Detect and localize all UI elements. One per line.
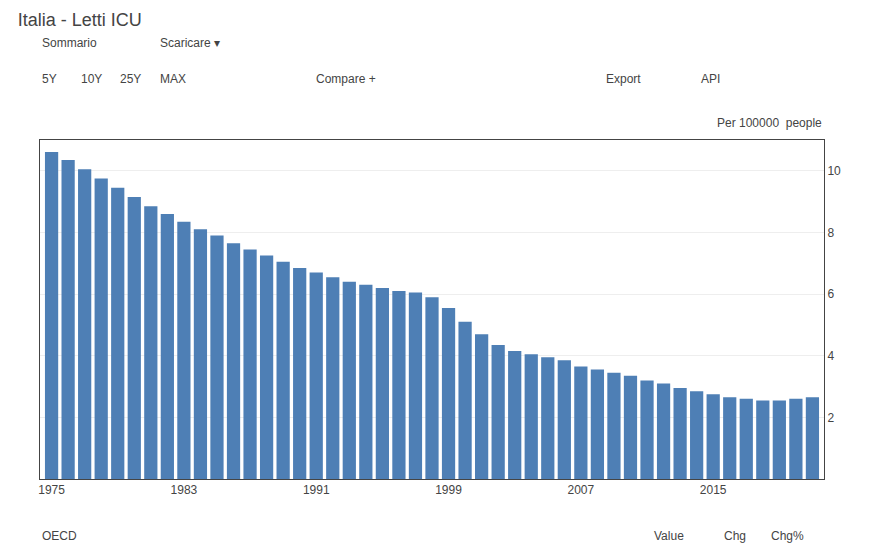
svg-text:Chg: Chg	[724, 529, 746, 543]
svg-text:5Y: 5Y	[42, 72, 57, 86]
svg-text:8: 8	[827, 226, 834, 240]
svg-text:MAX: MAX	[160, 72, 186, 86]
svg-text:Scaricare ▾: Scaricare ▾	[160, 36, 220, 50]
svg-text:6: 6	[827, 287, 834, 301]
svg-text:25Y: 25Y	[120, 72, 141, 86]
svg-text:OECD: OECD	[42, 529, 77, 543]
svg-text:Export: Export	[606, 72, 641, 86]
svg-text:4: 4	[827, 349, 834, 363]
svg-text:2: 2	[827, 411, 834, 425]
svg-text:1991: 1991	[303, 483, 330, 497]
svg-text:2015: 2015	[700, 483, 727, 497]
svg-text:Value: Value	[654, 529, 684, 543]
svg-text:1983: 1983	[171, 483, 198, 497]
svg-text:10: 10	[827, 164, 841, 178]
svg-text:2007: 2007	[568, 483, 595, 497]
svg-text:Italia - Letti ICU: Italia - Letti ICU	[18, 10, 142, 30]
svg-text:1999: 1999	[435, 483, 462, 497]
svg-text:10Y: 10Y	[81, 72, 102, 86]
svg-text:1975: 1975	[38, 483, 65, 497]
svg-text:Compare +: Compare +	[316, 72, 376, 86]
svg-text:API: API	[701, 72, 720, 86]
svg-text:Sommario: Sommario	[42, 36, 97, 50]
svg-text:Per 100000 people: Per 100000 people	[717, 116, 822, 130]
svg-text:Chg%: Chg%	[771, 529, 804, 543]
